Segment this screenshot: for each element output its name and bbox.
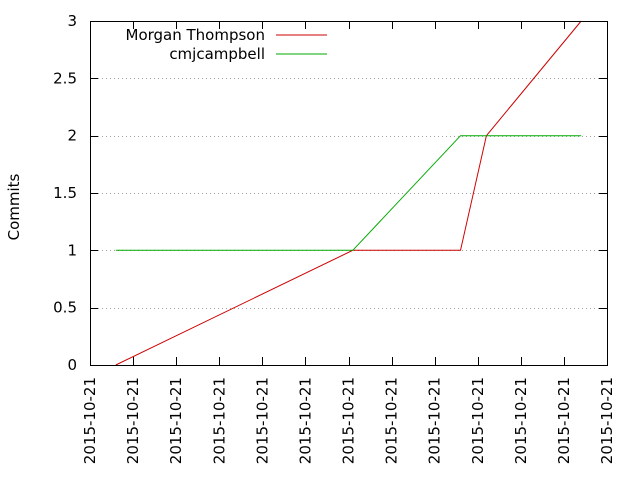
- series-line-1: [115, 135, 582, 251]
- x-tick-label: 2015-10-21: [167, 377, 185, 464]
- y-tick-label: 1: [67, 241, 77, 259]
- legend-label: cmjcampbell: [169, 45, 265, 63]
- x-tick-label: 2015-10-21: [253, 377, 271, 464]
- x-tick-label: 2015-10-21: [340, 377, 358, 464]
- y-tick-label: 2: [67, 127, 77, 145]
- y-tick-label: 1.5: [53, 184, 77, 202]
- legend-label: Morgan Thompson: [126, 26, 266, 44]
- x-axis: 2015-10-21 2015-10-21 2015-10-21 2015-10-21…: [81, 21, 616, 464]
- x-tick-label: 2015-10-21: [469, 377, 487, 464]
- x-tick-label: 2015-10-21: [555, 377, 573, 464]
- y-axis: 0 0.5 1 1.5 2 2.5 3: [53, 12, 607, 374]
- x-tick-label: 2015-10-21: [512, 377, 530, 464]
- grid-lines: [90, 78, 607, 309]
- x-tick-label: 2015-10-21: [426, 377, 444, 464]
- series-lines: [115, 20, 582, 366]
- y-tick-label: 0.5: [53, 299, 77, 317]
- x-tick-label: 2015-10-21: [124, 377, 142, 464]
- y-tick-label: 3: [67, 12, 77, 30]
- plot-frame: [90, 21, 608, 366]
- x-tick-label: 2015-10-21: [383, 377, 401, 464]
- x-tick-label: 2015-10-21: [598, 377, 616, 464]
- y-tick-label: 2.5: [53, 69, 77, 87]
- x-tick-label: 2015-10-21: [296, 377, 314, 464]
- series-line-0: [115, 20, 582, 366]
- y-tick-label: 0: [67, 356, 77, 374]
- y-axis-title: Commits: [5, 173, 23, 240]
- x-tick-label: 2015-10-21: [81, 377, 99, 464]
- x-tick-label: 2015-10-21: [210, 377, 228, 464]
